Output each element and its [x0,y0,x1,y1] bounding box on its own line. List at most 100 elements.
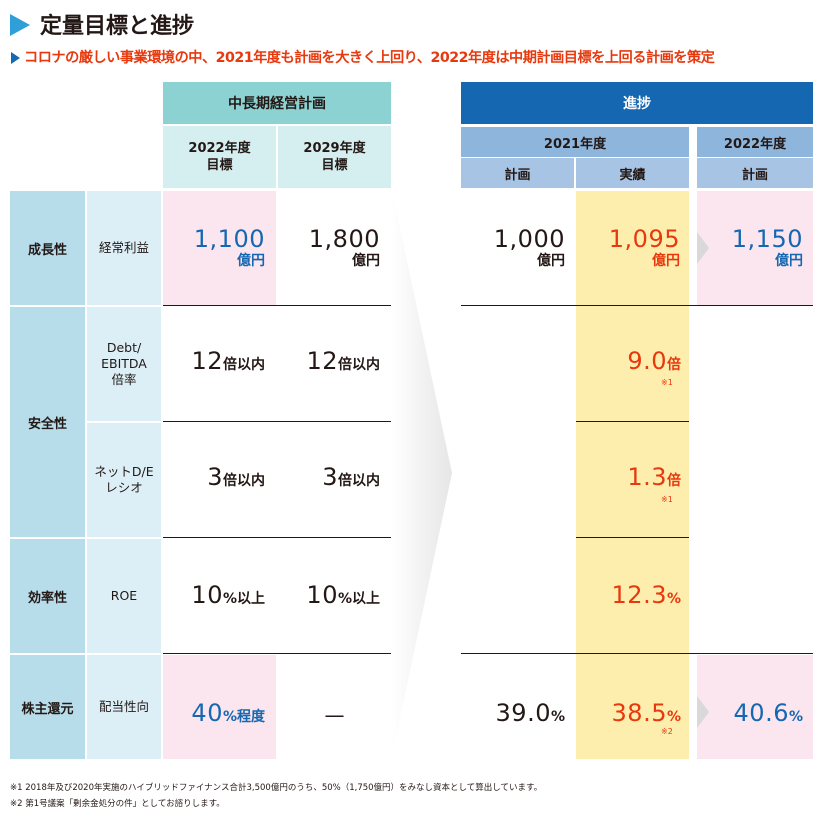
header-fy2022: 2022年度 [697,127,813,157]
value-profit-2022-plan: 1,150 億円 [697,191,803,305]
category-growth: 成長性 [10,191,85,305]
header-2022-year: 2022年度 [188,141,251,156]
header-fy2021: 2021年度 [461,127,689,157]
item-ordinary-profit: 経常利益 [87,191,161,305]
value-unit: 倍以内 [223,357,265,373]
item-net-de: ネットD/E レシオ [87,423,161,537]
value-roe-2021-actual: 12.3 % [576,582,681,612]
value-number: 40.6 [733,699,789,727]
cell-bg-payout-2022-plan [697,655,813,759]
value-unit: % [550,709,565,725]
value-debt-ebitda-2029-target: 12 倍以内 [278,348,380,378]
value-number: 1.3 [627,463,667,491]
value-unit: %以上 [222,591,265,607]
row-divider [461,653,813,654]
value-payout-2022-target: 40 %程度 [163,700,265,730]
header-fy2021-actual: 実績 [576,158,689,188]
chevron-right-icon [697,232,709,264]
item-roe: ROE [87,539,161,653]
value-number: 1,100 [193,225,265,253]
footnote-2: ※2 第1号議案「剰余金処分の件」としてお諮りします。 [10,799,225,809]
value-number: 1,000 [493,225,565,253]
header-2022-target-label: 目標 [206,158,233,173]
row-divider [163,537,391,538]
category-safety: 安全性 [10,307,85,537]
value-number: 10 [306,581,338,609]
row-divider [163,421,391,422]
value-unit: 倍以内 [338,357,380,373]
value-debt-ebitda-2022-target: 12 倍以内 [163,348,265,378]
value-payout-2029-target: — [324,703,345,727]
value-number: 12 [191,347,223,375]
value-number: 9.0 [627,347,667,375]
value-profit-2021-plan: 1,000 億円 [461,191,565,305]
chevron-right-icon [697,696,709,728]
cell-bg-profit-2022-plan [697,191,813,305]
footnote-marker: ※1 [661,378,673,387]
item-debt-ebitda-line1: Debt/ [106,340,142,355]
value-net-de-2021-actual: 1.3 倍 [576,464,681,494]
item-debt-ebitda-line2: EBITDA [101,356,147,371]
row-divider [576,537,689,538]
value-number: 1,800 [308,225,380,253]
value-number: 12 [306,347,338,375]
value-unit: 億円 [775,253,803,269]
page-title: 定量目標と進捗 [40,14,195,39]
value-unit: 億円 [537,253,565,269]
item-net-de-line2: レシオ [105,480,143,495]
value-profit-2022-target: 1,100 億円 [163,191,265,305]
footnote-marker: ※1 [661,495,673,504]
value-number: 12.3 [611,581,667,609]
column-bg-actual-2021 [576,191,689,759]
subtitle-triangle-icon [11,52,20,64]
value-payout-2021-plan: 39.0 % [461,700,565,730]
value-net-de-2029-target: 3 倍以内 [278,464,380,494]
value-unit: 倍以内 [223,473,265,489]
value-number: 39.0 [495,699,551,727]
header-fy2021-plan: 計画 [461,158,574,188]
value-net-de-2022-target: 3 倍以内 [163,464,265,494]
footnote-1: ※1 2018年及び2020年実施のハイブリッドファイナンス合計3,500億円の… [10,783,543,793]
value-number: 1,095 [608,225,680,253]
header-fy2022-plan: 計画 [697,158,813,188]
value-payout-2022-plan: 40.6 % [697,700,803,730]
header-progress: 進捗 [461,82,813,124]
value-number: 3 [207,463,223,491]
header-midterm-plan: 中長期経営計画 [163,82,391,124]
value-profit-2021-actual: 1,095 億円 [576,191,680,305]
value-number: 3 [322,463,338,491]
header-2029-target: 2029年度 目標 [278,126,391,188]
row-divider [461,305,813,306]
value-payout-2021-actual: 38.5 % [576,700,681,730]
value-unit: % [666,709,681,725]
value-unit: 億円 [237,253,265,269]
header-2029-target-label: 目標 [321,158,348,173]
value-unit: % [788,709,803,725]
header-2022-target: 2022年度 目標 [163,126,276,188]
value-unit: %程度 [222,709,265,725]
cell-bg-payout-2022 [163,655,276,759]
value-number: 38.5 [611,699,667,727]
title-arrow-icon [10,14,30,36]
category-shareholder-return: 株主還元 [10,655,85,759]
value-roe-2022-target: 10 %以上 [163,582,265,612]
value-unit: %以上 [337,591,380,607]
progress-arrow-icon [392,190,452,756]
value-number: 40 [191,699,223,727]
value-unit: 倍以内 [338,473,380,489]
page-subtitle: コロナの厳しい事業環境の中、2021年度も計画を大きく上回り、2022年度は中期… [24,50,715,66]
item-debt-ebitda: Debt/ EBITDA 倍率 [87,307,161,421]
value-unit: 倍 [667,473,681,489]
item-debt-ebitda-line3: 倍率 [111,372,137,387]
value-number: 10 [191,581,223,609]
row-divider [163,653,391,654]
item-net-de-line1: ネットD/E [94,464,154,479]
category-efficiency: 効率性 [10,539,85,653]
footnote-marker: ※2 [661,727,673,736]
row-divider [576,421,689,422]
cell-bg-profit-2022 [163,191,276,305]
value-number: 1,150 [731,225,803,253]
value-unit: 倍 [667,357,681,373]
header-2029-year: 2029年度 [303,141,366,156]
value-debt-ebitda-2021-actual: 9.0 倍 [576,348,681,378]
